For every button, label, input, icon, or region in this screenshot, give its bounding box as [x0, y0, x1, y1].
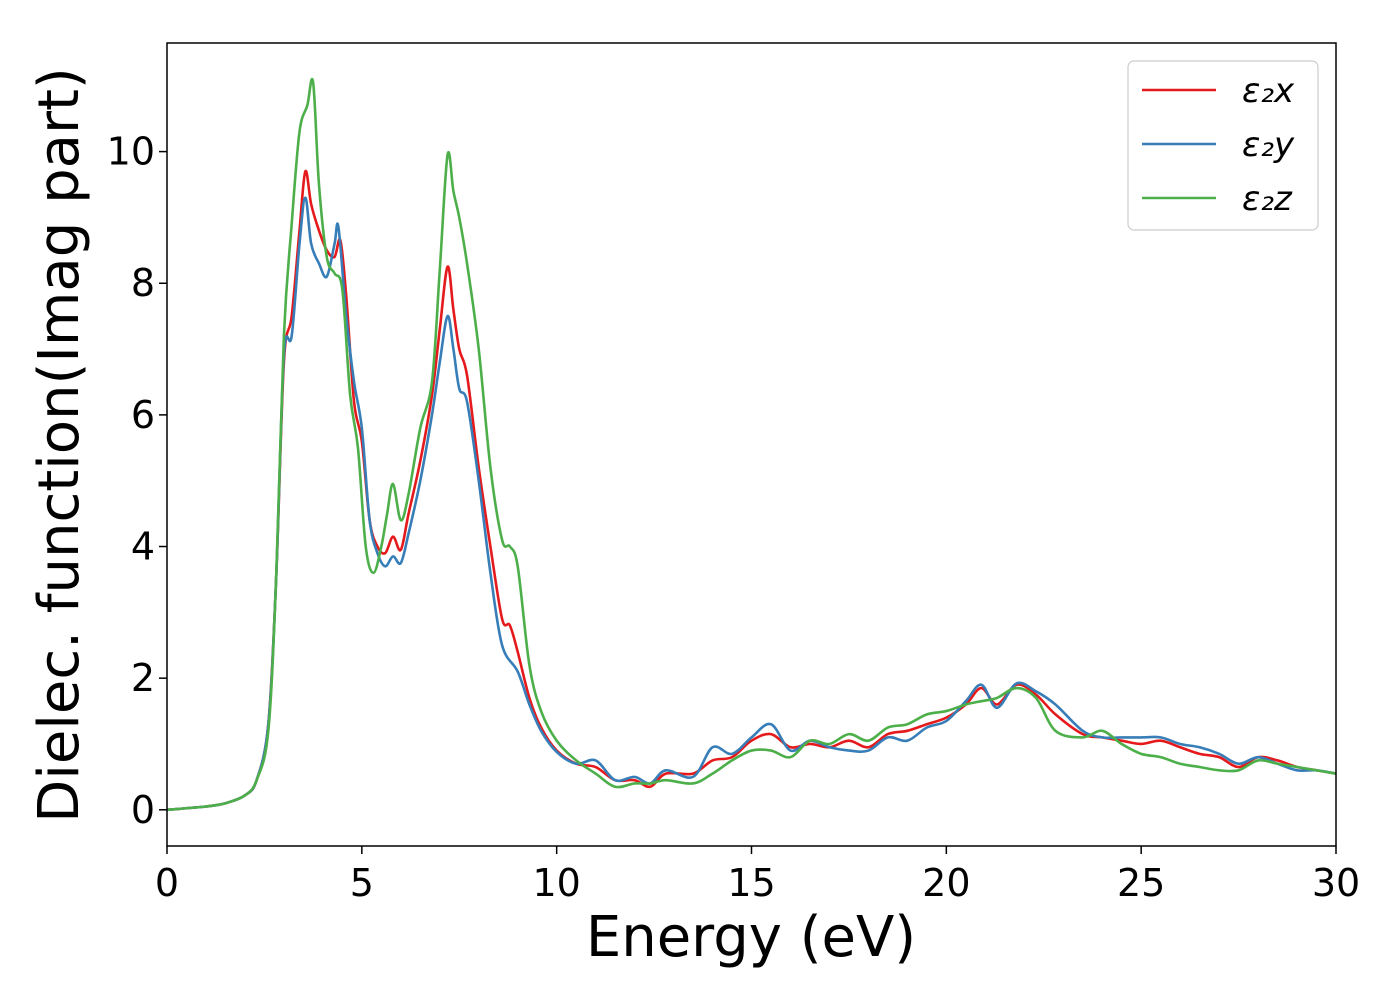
- series-line-1: [167, 169, 1336, 812]
- x-axis-label: Energy (eV): [586, 905, 916, 970]
- series-line-3: [167, 78, 1336, 812]
- legend: ε₂x ε₂y ε₂z: [1127, 60, 1319, 231]
- y-tick-label: 10: [107, 130, 155, 174]
- y-tick-label: 2: [131, 656, 155, 700]
- y-axis-ticks: 0 2 4 6 8 10: [107, 130, 167, 832]
- legend-label-1: ε₂x: [1242, 71, 1295, 111]
- y-tick-label: 0: [131, 788, 155, 832]
- x-tick-label: 30: [1312, 861, 1360, 905]
- y-tick-label: 6: [131, 393, 155, 437]
- x-tick-label: 5: [350, 861, 374, 905]
- series-line-2: [167, 196, 1336, 812]
- x-tick-label: 10: [532, 861, 580, 905]
- legend-label-2: ε₂y: [1242, 125, 1295, 165]
- legend-box: [1127, 60, 1319, 231]
- x-tick-label: 15: [727, 861, 775, 905]
- x-axis-ticks: 0 5 10 15 20 25 30: [155, 846, 1360, 905]
- x-tick-label: 25: [1117, 861, 1165, 905]
- x-tick-label: 0: [155, 861, 179, 905]
- legend-label-3: ε₂z: [1242, 179, 1293, 219]
- y-axis-label: Dielec. function(Imag part): [27, 67, 92, 823]
- x-tick-label: 20: [922, 861, 970, 905]
- y-tick-label: 8: [131, 261, 155, 305]
- series-layer: [167, 78, 1336, 812]
- y-tick-label: 4: [131, 525, 155, 569]
